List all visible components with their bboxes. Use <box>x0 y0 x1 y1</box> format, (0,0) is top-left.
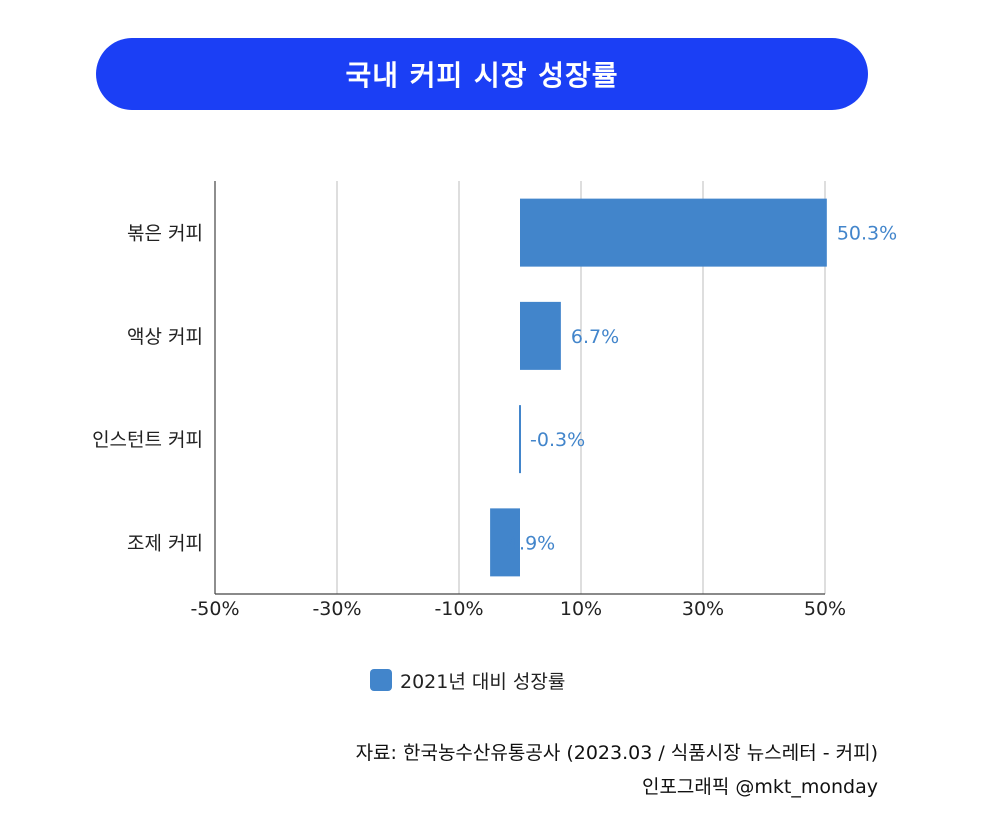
x-tick-label: 10% <box>560 598 602 620</box>
x-tick-label: 50% <box>804 598 846 620</box>
legend: 2021년 대비 성장률 <box>370 667 565 693</box>
legend-swatch <box>370 669 392 691</box>
source-note: 자료: 한국농수산유통공사 (2023.03 / 식품시장 뉴스레터 - 커피) <box>355 742 878 764</box>
x-tick-label: -30% <box>312 598 361 620</box>
category-label: 조제 커피 <box>127 532 203 554</box>
x-tick-label: -10% <box>434 598 483 620</box>
data-label: -0.3% <box>530 429 585 451</box>
legend-label: 2021년 대비 성장률 <box>400 670 566 693</box>
credit-note: 인포그래픽 @mkt_monday <box>641 776 878 798</box>
bar <box>520 198 827 267</box>
bar <box>520 301 561 370</box>
x-tick-label: 30% <box>682 598 724 620</box>
data-label: -4.9% <box>500 532 555 554</box>
category-label: 볶은 커피 <box>127 223 203 245</box>
chart-title: 국내 커피 시장 성장률 <box>345 59 619 92</box>
bar <box>519 405 521 474</box>
x-tick-label: -50% <box>190 598 239 620</box>
category-label: 인스턴트 커피 <box>92 429 203 451</box>
data-label: 50.3% <box>837 223 897 245</box>
category-label: 액상 커피 <box>127 326 203 348</box>
bar <box>490 508 520 577</box>
title-banner: 국내 커피 시장 성장률 <box>96 38 868 110</box>
data-label: 6.7% <box>571 326 619 348</box>
